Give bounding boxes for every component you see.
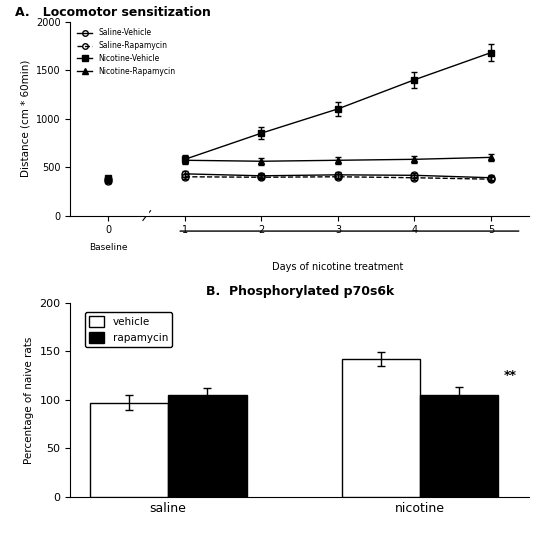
Bar: [168, 395, 247, 497]
Text: Days of nicotine treatment: Days of nicotine treatment: [272, 262, 403, 272]
Legend: Saline-Vehicle, Saline-Rapamycin, Nicotine-Vehicle, Nicotine-Rapamycin: Saline-Vehicle, Saline-Rapamycin, Nicoti…: [74, 25, 179, 79]
Bar: [420, 395, 498, 497]
Bar: [342, 359, 420, 497]
Text: A.   Locomotor sensitization: A. Locomotor sensitization: [15, 6, 211, 19]
Legend: vehicle, rapamycin: vehicle, rapamycin: [85, 312, 172, 347]
Y-axis label: Distance (cm * 60min): Distance (cm * 60min): [21, 60, 30, 177]
Text: **: **: [504, 369, 517, 382]
Title: B.  Phosphorylated p70s6k: B. Phosphorylated p70s6k: [206, 285, 394, 298]
Bar: [90, 403, 168, 497]
Text: Baseline: Baseline: [89, 244, 127, 253]
Y-axis label: Percentage of naive rats: Percentage of naive rats: [24, 336, 34, 463]
